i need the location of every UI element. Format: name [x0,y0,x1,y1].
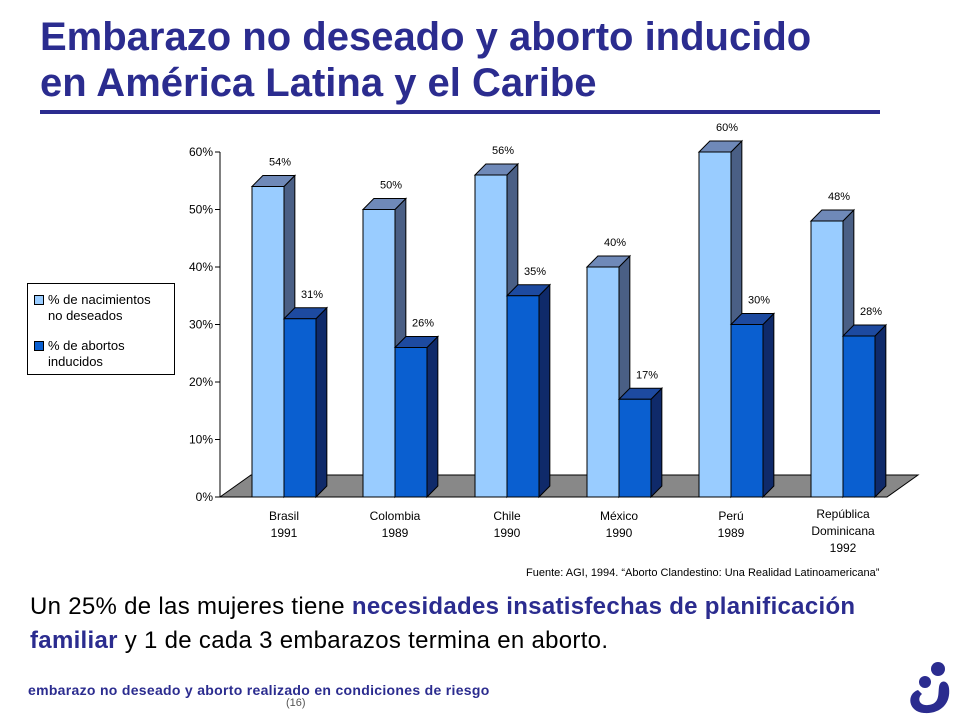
bar-value-label: 50% [380,180,402,192]
bar-unwanted-births [251,186,285,498]
bar-value-label: 17% [636,369,658,381]
slide-title-line1: Embarazo no deseado y aborto inducido [40,15,812,59]
page-number: (16) [286,697,306,709]
summary-text: Un 25% de las mujeres tiene necesidades … [30,590,930,658]
bar-side-face [874,323,887,499]
bar-induced-abortions [283,318,317,498]
bar-side-face [315,306,328,499]
bar-unwanted-births [810,220,844,498]
x-category-label: 1989 [718,526,745,540]
x-category-label: República [816,507,870,521]
title-underline [40,110,880,114]
bar-induced-abortions [842,335,876,498]
x-category-label: 1990 [494,526,521,540]
summary-part1: Un 25% de las mujeres tiene [30,593,352,620]
summary-part2: y 1 de cada 3 embarazos termina en abort… [117,627,609,654]
x-category-label: 1992 [830,541,857,555]
bar-side-face [762,312,775,499]
bar-value-label: 31% [301,289,323,301]
x-category-label: Perú [718,509,743,523]
bar-unwanted-births [474,174,508,498]
bar-unwanted-births [362,209,396,498]
source-citation: Fuente: AGI, 1994. “Aborto Clandestino: … [526,567,880,579]
legend-swatch-induced-abortions [34,341,44,351]
x-category-label: 1990 [606,526,633,540]
bar-induced-abortions [730,324,764,498]
legend-label-line: % de abortos [48,338,125,353]
legend-label-line: % de nacimientos [48,292,151,307]
bar-value-label: 35% [524,266,546,278]
y-tick-label: 40% [189,260,213,274]
y-tick-label: 0% [196,490,214,504]
bar-chart: 0% 10% 20% 30% 40% 50% 60% 54% 31% Brasil 1991 50% 2… [189,122,920,555]
slide-title: Embarazo no deseado y aborto inducido en… [40,14,940,106]
bar-unwanted-births [586,266,620,498]
slide-title-line2: en América Latina y el Caribe [40,61,597,105]
bar-value-label: 54% [269,157,291,169]
bar-value-label: 48% [828,191,850,203]
bar-unwanted-births [698,151,732,498]
bar-value-label: 26% [412,318,434,330]
bar-side-face [650,387,663,499]
bar-side-face [538,283,551,499]
x-category-label: Colombia [370,509,421,523]
bar-value-label: 28% [860,306,882,318]
organization-logo-icon [910,662,950,714]
summary-highlight: necesidades insatisfechas de planificaci… [30,593,856,654]
legend-swatch-unwanted-births [34,295,44,305]
legend-label-line: no deseados [48,308,123,323]
x-category-label: Brasil [269,509,299,523]
bar-value-label: 30% [748,295,770,307]
bar-side-face [426,335,439,499]
x-category-label: México [600,509,638,523]
y-tick-label: 20% [189,375,213,389]
bar-value-label: 60% [716,122,738,134]
chart-legend: % de nacimientos no deseados % de aborto… [27,283,175,375]
y-tick-label: 60% [189,145,213,159]
x-category-label: 1989 [382,526,409,540]
bar-induced-abortions [394,347,428,498]
legend-label-line: inducidos [48,354,103,369]
bar-induced-abortions [506,295,540,498]
bar-induced-abortions [618,398,652,498]
y-tick-label: 30% [189,318,213,332]
footer-text: embarazo no deseado y aborto realizado e… [28,682,490,698]
legend-item-induced-abortions: % de abortos inducidos [34,338,176,370]
x-category-label: Chile [493,509,521,523]
legend-item-unwanted-births: % de nacimientos no deseados [34,292,176,324]
bar-value-label: 56% [492,145,514,157]
y-tick-label: 50% [189,203,213,217]
bar-value-label: 40% [604,237,626,249]
y-tick-label: 10% [189,433,213,447]
x-category-label: 1991 [271,526,298,540]
x-category-label: Dominicana [811,524,875,538]
